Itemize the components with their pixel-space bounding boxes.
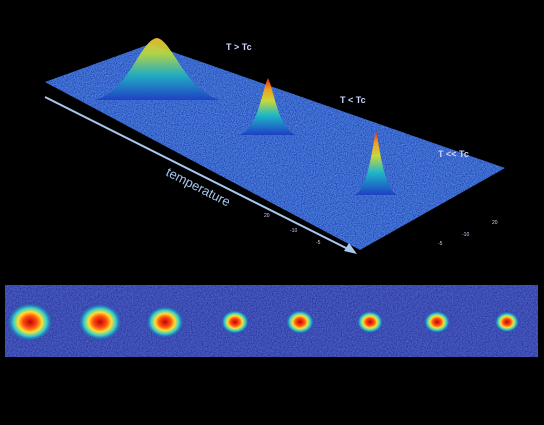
atom-cloud [494, 310, 520, 334]
label: T < Tc [340, 95, 366, 105]
atom-cloud [145, 305, 185, 339]
atom-cloud [356, 310, 384, 334]
blobs [6, 301, 520, 343]
tick-label: 20 [492, 220, 498, 226]
tick-label: -10 [290, 228, 297, 234]
atom-cloud [220, 309, 250, 335]
label: T > Tc [226, 42, 252, 52]
tick-label: -5 [316, 240, 321, 246]
arrowhead [344, 243, 357, 254]
atom-cloud [77, 302, 123, 342]
peak [95, 38, 220, 100]
peak [240, 78, 296, 135]
peak [355, 130, 397, 195]
atom-cloud [6, 301, 54, 343]
label: T << Tc [438, 149, 469, 159]
tick-label: -10 [462, 232, 469, 238]
arrow [44, 96, 353, 252]
tick-label: -5 [438, 241, 443, 247]
surface [45, 44, 505, 250]
atom-cloud [285, 309, 315, 335]
atom-cloud [423, 310, 451, 334]
tick-label: 20 [264, 213, 270, 219]
